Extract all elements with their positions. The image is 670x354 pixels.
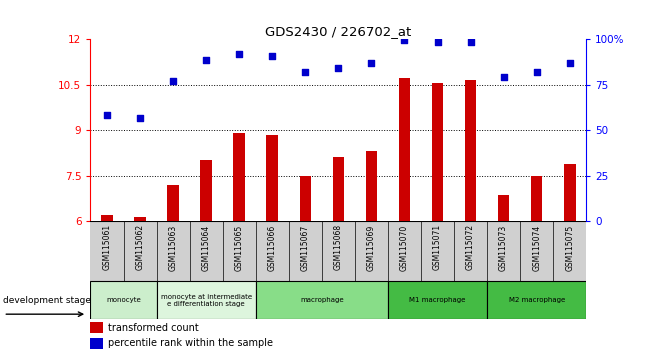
- Text: GSM115073: GSM115073: [499, 224, 508, 270]
- Bar: [487, 281, 586, 319]
- Title: GDS2430 / 226702_at: GDS2430 / 226702_at: [265, 25, 411, 38]
- Point: [300, 69, 311, 75]
- Text: GSM115067: GSM115067: [301, 224, 310, 270]
- Text: monocyte: monocyte: [106, 297, 141, 303]
- Bar: [168, 185, 179, 221]
- Point: [267, 53, 277, 58]
- Bar: [90, 338, 103, 349]
- Text: monocyte at intermediate
e differentiation stage: monocyte at intermediate e differentiati…: [161, 293, 252, 307]
- Point: [564, 61, 575, 66]
- Text: GSM115066: GSM115066: [268, 224, 277, 270]
- Bar: [101, 215, 113, 221]
- Text: macrophage: macrophage: [300, 297, 344, 303]
- Bar: [233, 133, 245, 221]
- Point: [399, 38, 410, 43]
- Text: development stage: development stage: [3, 296, 91, 304]
- Point: [531, 69, 542, 75]
- Text: GSM115075: GSM115075: [565, 224, 574, 270]
- Bar: [157, 281, 256, 319]
- Bar: [134, 217, 146, 221]
- Text: GSM115068: GSM115068: [334, 224, 343, 270]
- Text: GSM115070: GSM115070: [400, 224, 409, 270]
- Point: [102, 112, 113, 118]
- Point: [234, 51, 245, 57]
- Bar: [267, 135, 278, 221]
- Bar: [498, 195, 509, 221]
- Text: GSM115063: GSM115063: [169, 224, 178, 270]
- Bar: [531, 176, 543, 221]
- Text: GSM115064: GSM115064: [202, 224, 210, 270]
- Text: M1 macrophage: M1 macrophage: [409, 297, 466, 303]
- Point: [498, 74, 509, 80]
- Bar: [564, 164, 576, 221]
- Point: [333, 65, 344, 71]
- Text: GSM115072: GSM115072: [466, 224, 475, 270]
- Text: M2 macrophage: M2 macrophage: [509, 297, 565, 303]
- Text: GSM115062: GSM115062: [135, 224, 145, 270]
- Text: GSM115071: GSM115071: [433, 224, 442, 270]
- Point: [432, 39, 443, 45]
- Point: [135, 115, 145, 121]
- Bar: [90, 322, 103, 333]
- Point: [201, 57, 212, 63]
- Bar: [399, 79, 410, 221]
- Point: [366, 61, 377, 66]
- Bar: [299, 176, 311, 221]
- Text: GSM115074: GSM115074: [532, 224, 541, 270]
- Point: [465, 39, 476, 45]
- Bar: [200, 160, 212, 221]
- Bar: [465, 80, 476, 221]
- Text: GSM115061: GSM115061: [103, 224, 111, 270]
- Bar: [366, 152, 377, 221]
- Text: GSM115069: GSM115069: [367, 224, 376, 270]
- Bar: [431, 83, 444, 221]
- Bar: [256, 281, 388, 319]
- Bar: [332, 158, 344, 221]
- Text: transformed count: transformed count: [108, 322, 198, 332]
- Point: [168, 79, 178, 84]
- Bar: [388, 281, 487, 319]
- Text: GSM115065: GSM115065: [234, 224, 244, 270]
- Text: percentile rank within the sample: percentile rank within the sample: [108, 338, 273, 348]
- Bar: [90, 281, 157, 319]
